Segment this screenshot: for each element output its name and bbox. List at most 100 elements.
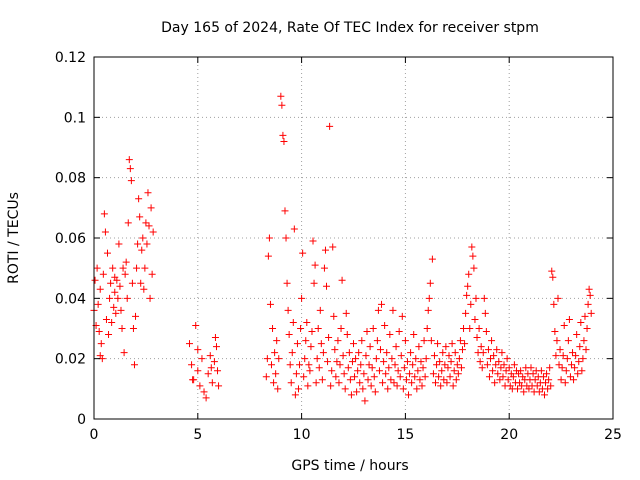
data-point <box>364 376 372 384</box>
chart-title: Day 165 of 2024, Rate Of TEC Index for r… <box>161 20 539 36</box>
data-point <box>482 328 490 336</box>
data-point <box>361 397 369 405</box>
data-point <box>111 288 119 296</box>
data-point <box>323 282 331 290</box>
data-point <box>505 364 513 372</box>
data-point <box>485 373 493 381</box>
data-point <box>432 379 440 387</box>
data-point <box>366 343 374 351</box>
data-point <box>133 264 141 272</box>
data-point <box>439 349 447 357</box>
data-point <box>420 337 428 345</box>
data-point <box>427 337 435 345</box>
x-tick-label: 25 <box>604 427 622 443</box>
data-point <box>288 349 296 357</box>
data-point <box>102 315 110 323</box>
data-point <box>278 101 286 109</box>
data-point <box>487 355 495 363</box>
data-point <box>94 300 102 308</box>
data-point <box>212 343 220 351</box>
data-point <box>539 373 547 381</box>
data-point <box>128 279 136 287</box>
data-point <box>336 361 344 369</box>
data-point <box>389 306 397 314</box>
data-point <box>461 340 469 348</box>
data-point <box>580 337 588 345</box>
data-point <box>354 367 362 375</box>
data-point <box>380 358 388 366</box>
y-tick-label: 0.02 <box>55 352 86 368</box>
data-point <box>391 361 399 369</box>
data-point <box>101 228 109 236</box>
data-point <box>215 382 223 390</box>
data-point <box>434 340 442 348</box>
data-point <box>381 321 389 329</box>
data-point <box>359 385 367 393</box>
data-point <box>549 273 557 281</box>
data-point <box>275 355 283 363</box>
data-point <box>421 373 429 381</box>
data-point <box>270 379 278 387</box>
data-point <box>144 189 152 197</box>
data-point <box>395 328 403 336</box>
data-point <box>444 364 452 372</box>
x-tick-label: 0 <box>90 427 99 443</box>
data-point <box>316 306 324 314</box>
data-point <box>555 361 563 369</box>
data-point <box>368 364 376 372</box>
data-point <box>286 361 294 369</box>
data-point <box>435 373 443 381</box>
data-point <box>494 370 502 378</box>
data-point <box>269 325 277 332</box>
y-tick-label: 0.08 <box>55 171 86 187</box>
data-point <box>309 237 317 245</box>
x-tick-label: 20 <box>500 427 518 443</box>
data-point <box>130 361 138 369</box>
data-point <box>425 294 433 302</box>
data-point <box>266 300 274 308</box>
data-point <box>509 373 517 381</box>
data-point <box>496 376 504 384</box>
plot-frame <box>93 56 614 420</box>
data-point <box>189 376 197 384</box>
data-point <box>424 306 432 314</box>
data-point <box>452 376 460 384</box>
data-point <box>140 285 148 293</box>
data-point <box>308 328 316 336</box>
data-point <box>520 388 528 396</box>
data-point <box>314 325 322 332</box>
data-point <box>495 358 503 366</box>
data-point <box>578 367 586 375</box>
data-point <box>433 361 441 369</box>
data-point <box>142 219 150 227</box>
data-point <box>451 349 459 357</box>
data-point <box>343 331 351 339</box>
data-point <box>463 291 471 299</box>
data-point <box>135 195 143 203</box>
data-point <box>129 325 137 332</box>
data-point <box>514 385 522 393</box>
data-point <box>325 334 333 342</box>
data-point <box>406 370 414 378</box>
data-point <box>372 355 380 363</box>
data-point <box>272 370 280 378</box>
data-point <box>502 367 510 375</box>
data-point <box>426 279 434 287</box>
data-point <box>418 382 426 390</box>
data-point <box>200 388 208 396</box>
data-point <box>344 364 352 372</box>
data-point <box>202 394 210 402</box>
data-point <box>559 352 567 360</box>
data-point <box>371 388 379 396</box>
data-point <box>394 367 402 375</box>
data-point <box>560 321 568 329</box>
data-point <box>192 321 200 329</box>
data-point <box>565 315 573 323</box>
data-point <box>409 361 417 369</box>
y-axis-label: ROTI / TECUs <box>6 192 22 284</box>
axes: 0 5 10 15 20 25 0 0.02 0.04 0.06 0.08 0.1 0.12 <box>55 50 622 443</box>
data-point <box>408 379 416 387</box>
data-point <box>472 294 480 302</box>
data-point <box>114 294 122 302</box>
